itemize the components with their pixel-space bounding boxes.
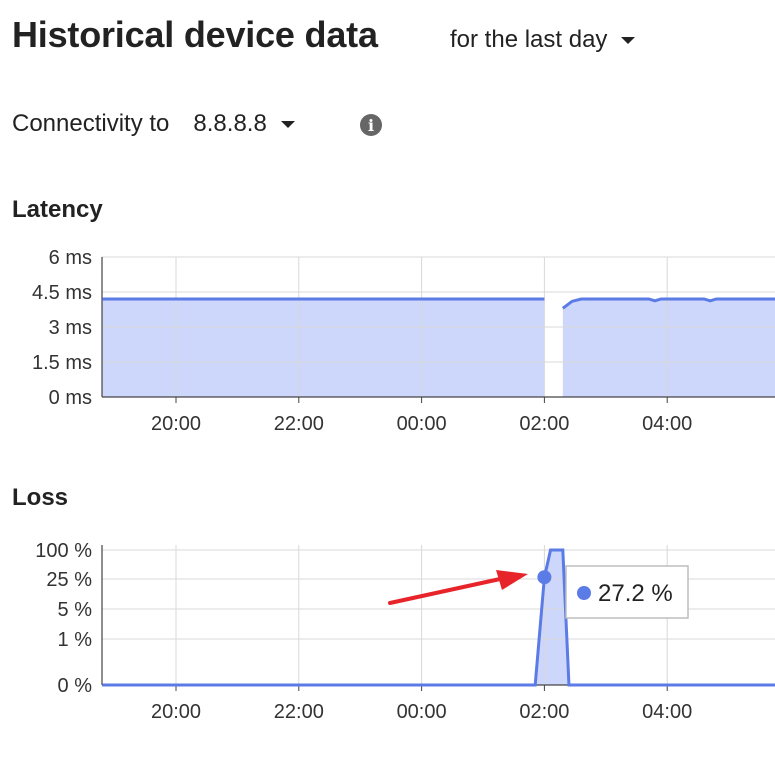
caret-down-icon bbox=[280, 120, 295, 128]
x-tick-label: 20:00 bbox=[151, 701, 201, 723]
x-tick-label: 20:00 bbox=[151, 413, 201, 435]
loss-hover-point bbox=[537, 570, 552, 585]
y-tick-label: 1.5 ms bbox=[32, 352, 92, 374]
y-tick-label: 6 ms bbox=[49, 247, 92, 269]
time-range-label: for the last day bbox=[450, 26, 608, 53]
tooltip-value: 27.2 % bbox=[598, 580, 673, 607]
y-tick-label: 1 % bbox=[58, 629, 93, 651]
x-tick-label: 00:00 bbox=[397, 413, 447, 435]
y-tick-label: 25 % bbox=[46, 569, 92, 591]
red-arrow-annotation bbox=[388, 570, 528, 605]
time-range-dropdown[interactable]: for the last day bbox=[450, 26, 636, 54]
arrow-head bbox=[496, 570, 528, 590]
latency-chart: 6 ms 4.5 ms 3 ms 1.5 ms 0 ms 20:00 22:00 00:00 0… bbox=[32, 247, 775, 435]
info-icon[interactable]: i bbox=[360, 114, 382, 136]
loss-line bbox=[102, 548, 775, 687]
latency-area bbox=[562, 299, 775, 397]
y-tick-label: 4.5 ms bbox=[32, 282, 92, 304]
x-tick-label: 04:00 bbox=[642, 413, 692, 435]
y-tick-label: 100 % bbox=[35, 540, 92, 562]
connectivity-label: Connectivity to bbox=[12, 110, 170, 137]
tooltip-series-dot bbox=[577, 586, 591, 600]
target-dropdown[interactable]: 8.8.8.8 bbox=[193, 110, 295, 138]
caret-down-icon bbox=[621, 36, 636, 44]
x-tick-label: 22:00 bbox=[274, 413, 324, 435]
y-tick-label: 0 % bbox=[58, 675, 93, 697]
y-tick-label: 5 % bbox=[58, 599, 93, 621]
page-header: Historical device data bbox=[12, 14, 378, 56]
y-tick-label: 3 ms bbox=[49, 317, 92, 339]
target-value: 8.8.8.8 bbox=[193, 110, 267, 137]
loss-title: Loss bbox=[12, 484, 69, 511]
x-tick-label: 22:00 bbox=[274, 701, 324, 723]
x-tick-label: 04:00 bbox=[642, 701, 692, 723]
arrow-shaft bbox=[388, 577, 502, 605]
connectivity-row: Connectivity to 8.8.8.8 bbox=[12, 110, 295, 138]
loss-chart: 100 % 25 % 5 % 1 % 0 % 20:00 22:00 00:00 02:00 04… bbox=[35, 540, 775, 723]
latency-area bbox=[102, 299, 545, 397]
latency-title: Latency bbox=[12, 196, 103, 223]
latency-line bbox=[561, 297, 775, 310]
y-tick-label: 0 ms bbox=[49, 387, 92, 409]
x-tick-label: 02:00 bbox=[519, 701, 569, 723]
x-tick-label: 02:00 bbox=[519, 413, 569, 435]
loss-tooltip: 27.2 % bbox=[565, 565, 689, 619]
x-tick-label: 00:00 bbox=[397, 701, 447, 723]
page-title: Historical device data bbox=[12, 14, 378, 55]
